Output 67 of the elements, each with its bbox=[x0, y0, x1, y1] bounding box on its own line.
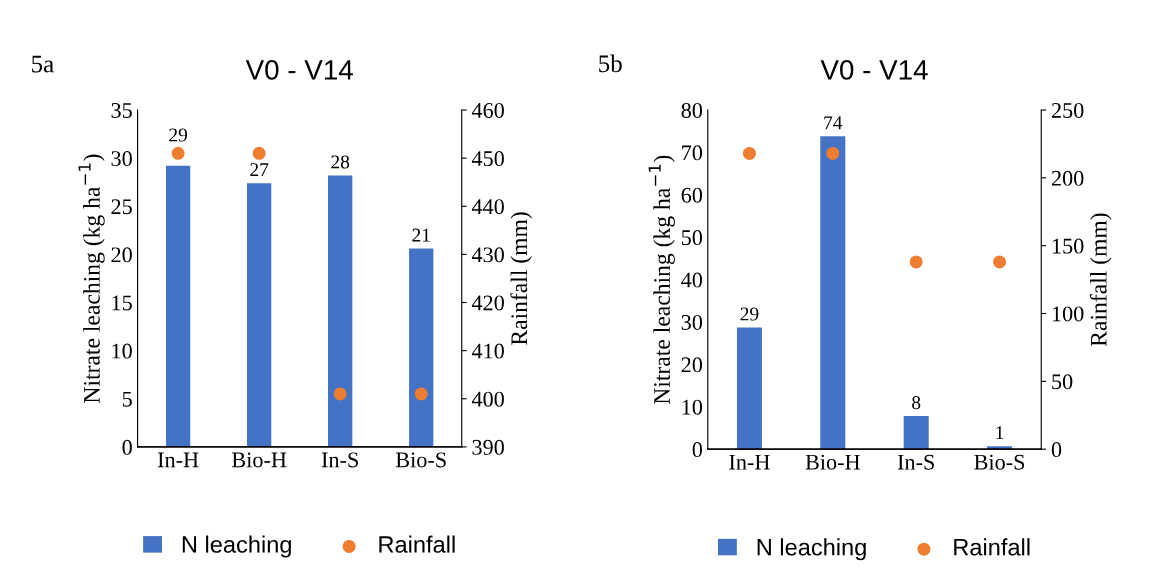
data-label: 29 bbox=[740, 307, 759, 321]
bar bbox=[987, 446, 1013, 450]
y-tick-label: 30 bbox=[111, 151, 132, 167]
y-axis-title: Nitrate leaching (kg ha$^{−1}$) bbox=[648, 155, 675, 405]
y-tick-label: 80 bbox=[681, 102, 703, 118]
x-tick-label: In-S bbox=[897, 454, 934, 470]
y2-tick-label: 150 bbox=[1052, 238, 1084, 254]
x-tick-label: Bio-H bbox=[805, 454, 860, 470]
y2-tick-label: 450 bbox=[471, 151, 504, 167]
y2-tick-label: 100 bbox=[1052, 306, 1084, 322]
y2-tick-label: 0 bbox=[1051, 442, 1062, 458]
legend-label: Rainfall bbox=[954, 538, 1030, 556]
x-tick-label: In-H bbox=[729, 454, 770, 470]
y-tick-label: 0 bbox=[122, 439, 132, 455]
y-tick-label: 70 bbox=[682, 145, 703, 161]
chart-title: V0 - V14 bbox=[245, 60, 353, 80]
bar bbox=[246, 183, 272, 447]
x-tick-label: In-S bbox=[321, 452, 358, 468]
bar bbox=[165, 165, 191, 447]
y-tick-label: 35 bbox=[111, 103, 132, 118]
data-label: 28 bbox=[331, 155, 350, 169]
y2-tick-label: 420 bbox=[471, 295, 504, 311]
y2-tick-label: 440 bbox=[471, 199, 504, 215]
y-tick-label: 40 bbox=[681, 272, 703, 288]
y2-tick-label: 390 bbox=[472, 439, 504, 455]
data-label: 1 bbox=[996, 426, 1004, 440]
y2-tick-label: 50 bbox=[1052, 374, 1073, 390]
data-label: 27 bbox=[250, 163, 269, 177]
bar bbox=[409, 248, 434, 447]
y-tick-label: 20 bbox=[111, 247, 132, 263]
bar bbox=[736, 327, 762, 450]
y-tick-label: 10 bbox=[682, 399, 703, 415]
bar bbox=[903, 416, 929, 450]
data-label: 21 bbox=[412, 228, 430, 242]
y2-tick-label: 200 bbox=[1051, 170, 1084, 186]
y2-axis-title: Rainfall (mm) bbox=[1089, 213, 1112, 347]
chart-title: V0 - V14 bbox=[820, 60, 928, 80]
y2-tick-label: 460 bbox=[471, 102, 504, 118]
legend-label: N leaching bbox=[182, 535, 291, 558]
bar bbox=[328, 175, 353, 447]
legend-label: N leaching bbox=[757, 538, 866, 561]
bar bbox=[820, 136, 846, 450]
y-tick-label: 5 bbox=[122, 391, 132, 407]
legend-label: Rainfall bbox=[379, 535, 455, 553]
y-tick-label: 30 bbox=[681, 314, 703, 330]
y2-axis-title: Rainfall (mm) bbox=[510, 212, 532, 345]
text: 5b bbox=[599, 54, 622, 73]
data-label: 29 bbox=[169, 128, 188, 142]
y-axis-title: Nitrate leaching (kg ha$^{−1}$) bbox=[78, 154, 105, 403]
data-label: 8 bbox=[912, 396, 921, 410]
y-tick-label: 10 bbox=[112, 343, 132, 359]
y2-tick-label: 250 bbox=[1051, 102, 1084, 118]
y2-tick-label: 410 bbox=[471, 343, 504, 359]
y2-tick-label: 400 bbox=[471, 391, 504, 407]
y-tick-label: 60 bbox=[681, 187, 703, 203]
y-tick-label: 15 bbox=[112, 295, 132, 311]
x-tick-label: Bio-S bbox=[974, 454, 1025, 470]
data-label: 74 bbox=[824, 116, 843, 130]
y-tick-label: 20 bbox=[681, 357, 703, 373]
x-tick-label: In-H bbox=[157, 452, 199, 468]
y-tick-label: 25 bbox=[111, 199, 132, 215]
x-tick-label: Bio-H bbox=[232, 452, 287, 468]
x-tick-label: Bio-S bbox=[395, 452, 446, 468]
text: 5a bbox=[32, 55, 54, 73]
y-tick-label: 50 bbox=[681, 230, 703, 246]
y2-tick-label: 430 bbox=[471, 247, 504, 263]
y-tick-label: 0 bbox=[692, 442, 703, 458]
